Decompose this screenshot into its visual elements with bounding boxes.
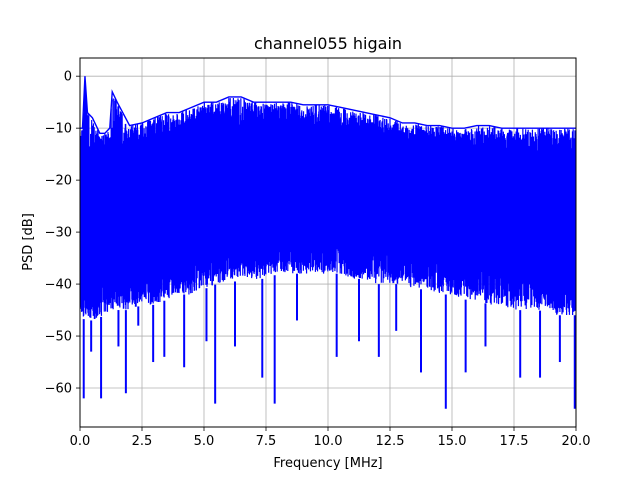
x-tick-label: 12.5 (376, 434, 405, 449)
x-tick-label: 17.5 (500, 434, 529, 449)
y-tick-label: 0 (64, 70, 72, 85)
y-tick-label: −10 (45, 122, 72, 137)
psd-series (80, 76, 576, 409)
x-tick-label: 20.0 (562, 434, 591, 449)
y-axis-label: PSD [dB] (21, 213, 36, 271)
y-tick-label: −50 (45, 330, 72, 345)
ticks: 0.0 2.5 5.0 7.5 10.0 12.5 15.0 17.5 20.0 0 −10 −20 −… (45, 70, 591, 449)
y-tick-label: −40 (45, 278, 72, 293)
psd-trace (80, 81, 576, 319)
x-tick-label: 5.0 (194, 434, 215, 449)
x-tick-label: 15.0 (438, 434, 467, 449)
x-tick-label: 10.0 (314, 434, 343, 449)
y-tick-label: −30 (45, 226, 72, 241)
y-tick-label: −20 (45, 174, 72, 189)
x-axis-label: Frequency [MHz] (273, 456, 382, 471)
x-tick-label: 0.0 (70, 434, 91, 449)
x-tick-label: 7.5 (256, 434, 277, 449)
chart-title: channel055 higain (254, 34, 402, 53)
psd-peak-envelope (80, 76, 576, 135)
x-tick-label: 2.5 (132, 434, 153, 449)
y-tick-label: −60 (45, 382, 72, 397)
